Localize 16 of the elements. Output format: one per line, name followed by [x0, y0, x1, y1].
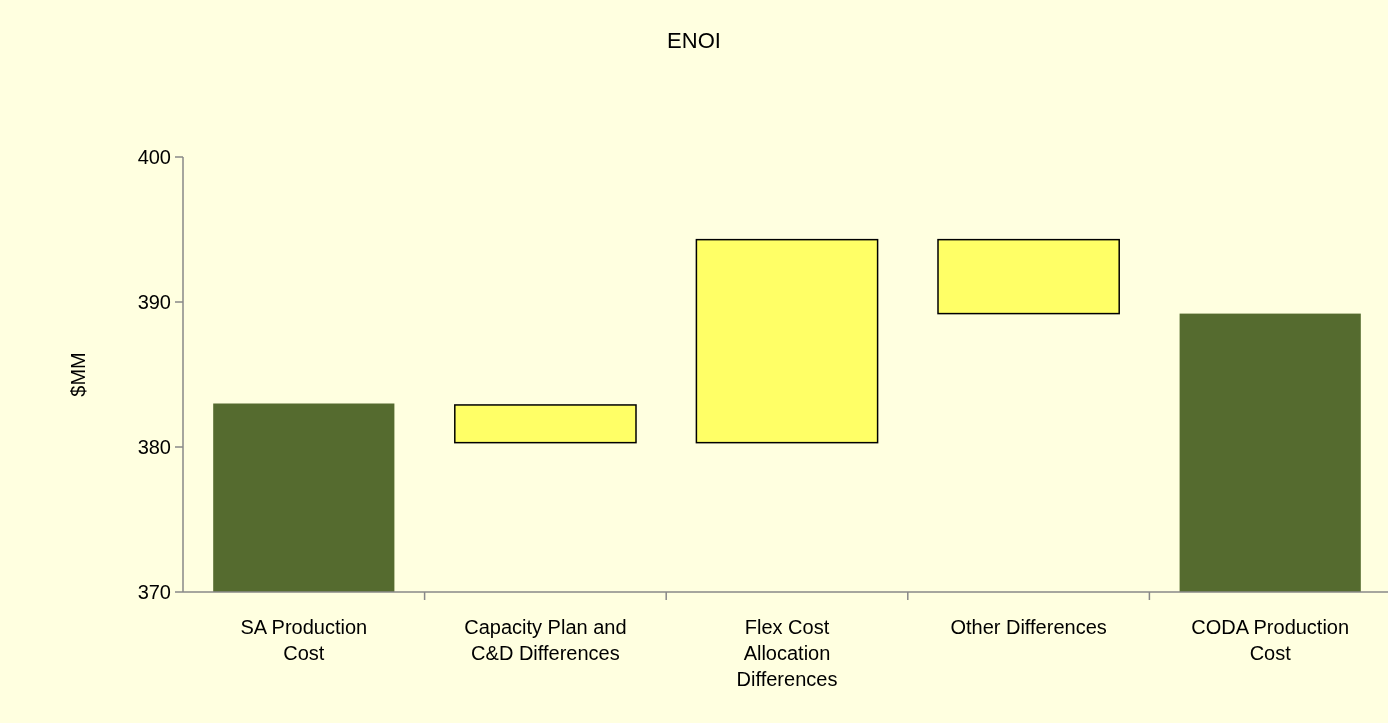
- bar: [937, 238, 1120, 315]
- y-tick-label: 380: [137, 436, 171, 458]
- bar: [1179, 313, 1361, 592]
- x-tick-label: SA Production Cost: [240, 616, 368, 664]
- bar: [213, 403, 395, 592]
- y-tick-label: 390: [137, 291, 171, 313]
- x-tick-label: Capacity Plan and C&D Differences: [464, 616, 627, 664]
- x-tick-label: Flex Cost Allocation Differences: [736, 616, 838, 690]
- x-tick-label: CODA Production Cost: [1191, 616, 1350, 664]
- y-tick-label: 370: [137, 581, 171, 603]
- bar: [695, 238, 879, 444]
- y-axis-title: $MM: [67, 352, 89, 397]
- x-tick-label: Other Differences: [950, 616, 1107, 638]
- bar: [454, 404, 637, 444]
- y-tick-label: 400: [137, 146, 171, 168]
- chart-title: ENOI: [667, 28, 721, 53]
